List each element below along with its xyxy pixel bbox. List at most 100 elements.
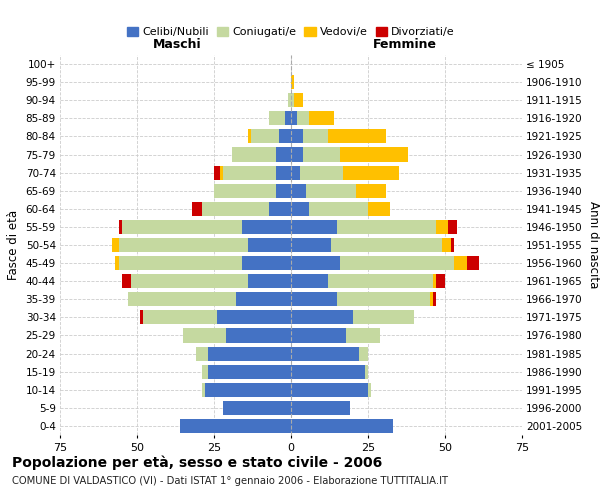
Y-axis label: Fasce di età: Fasce di età <box>7 210 20 280</box>
Bar <box>300 166 343 179</box>
Bar <box>433 274 436 288</box>
Bar <box>343 166 399 179</box>
Bar <box>436 220 448 234</box>
Bar <box>310 202 368 216</box>
Bar <box>359 346 368 360</box>
Bar <box>275 148 291 162</box>
Bar <box>202 202 269 216</box>
Bar <box>294 93 304 108</box>
Bar <box>353 310 414 324</box>
Bar <box>291 292 337 306</box>
Bar <box>291 364 365 378</box>
Bar <box>291 382 368 397</box>
Bar <box>236 292 291 306</box>
Bar <box>140 310 143 324</box>
Bar <box>291 112 297 126</box>
Bar <box>269 202 291 216</box>
Text: Maschi: Maschi <box>153 38 202 52</box>
Bar <box>291 401 350 415</box>
Bar <box>275 184 291 198</box>
Bar <box>214 166 220 179</box>
Bar <box>214 184 275 198</box>
Bar <box>193 202 202 216</box>
Bar <box>208 346 291 360</box>
Bar <box>285 112 291 126</box>
Bar <box>304 130 328 143</box>
Bar <box>205 382 291 397</box>
Bar <box>226 328 291 342</box>
Bar <box>143 310 217 324</box>
Bar <box>119 238 248 252</box>
Bar <box>436 274 445 288</box>
Bar <box>220 166 223 179</box>
Bar <box>467 256 479 270</box>
Bar <box>288 93 291 108</box>
Bar <box>223 401 291 415</box>
Bar <box>291 238 331 252</box>
Bar <box>340 148 408 162</box>
Bar <box>291 346 359 360</box>
Bar <box>242 220 291 234</box>
Bar <box>291 184 307 198</box>
Bar <box>291 310 353 324</box>
Bar <box>368 382 371 397</box>
Bar <box>248 238 291 252</box>
Bar <box>183 328 226 342</box>
Bar <box>291 202 310 216</box>
Bar <box>291 166 300 179</box>
Text: Femmine: Femmine <box>373 38 437 52</box>
Bar <box>223 166 275 179</box>
Bar <box>304 148 340 162</box>
Bar <box>202 364 208 378</box>
Bar <box>119 256 242 270</box>
Bar <box>119 220 122 234</box>
Bar <box>269 112 285 126</box>
Bar <box>291 93 294 108</box>
Bar <box>337 292 430 306</box>
Bar <box>291 274 328 288</box>
Bar <box>180 419 291 433</box>
Bar <box>291 130 304 143</box>
Bar <box>291 419 392 433</box>
Bar <box>278 130 291 143</box>
Bar <box>131 274 248 288</box>
Bar <box>448 220 457 234</box>
Bar <box>331 238 442 252</box>
Bar <box>451 238 454 252</box>
Bar <box>128 292 236 306</box>
Bar <box>430 292 433 306</box>
Bar <box>310 112 334 126</box>
Bar <box>242 256 291 270</box>
Bar <box>122 274 131 288</box>
Y-axis label: Anni di nascita: Anni di nascita <box>587 202 599 288</box>
Bar <box>112 238 119 252</box>
Bar <box>251 130 278 143</box>
Legend: Celibi/Nubili, Coniugati/e, Vedovi/e, Divorziati/e: Celibi/Nubili, Coniugati/e, Vedovi/e, Di… <box>123 22 459 42</box>
Bar <box>328 130 386 143</box>
Bar <box>291 256 340 270</box>
Bar <box>328 274 433 288</box>
Bar <box>365 364 368 378</box>
Bar <box>202 382 205 397</box>
Bar <box>208 364 291 378</box>
Bar <box>291 220 337 234</box>
Bar <box>433 292 436 306</box>
Bar <box>356 184 386 198</box>
Bar <box>291 75 294 89</box>
Text: COMUNE DI VALDASTICO (VI) - Dati ISTAT 1° gennaio 2006 - Elaborazione TUTTITALIA: COMUNE DI VALDASTICO (VI) - Dati ISTAT 1… <box>12 476 448 486</box>
Bar <box>337 220 436 234</box>
Bar <box>122 220 242 234</box>
Bar <box>248 130 251 143</box>
Bar <box>232 148 275 162</box>
Bar <box>454 256 467 270</box>
Bar <box>297 112 310 126</box>
Bar <box>291 148 304 162</box>
Bar <box>217 310 291 324</box>
Bar <box>291 328 346 342</box>
Bar <box>368 202 389 216</box>
Bar <box>275 166 291 179</box>
Bar <box>115 256 119 270</box>
Bar <box>340 256 454 270</box>
Bar <box>307 184 356 198</box>
Bar <box>196 346 208 360</box>
